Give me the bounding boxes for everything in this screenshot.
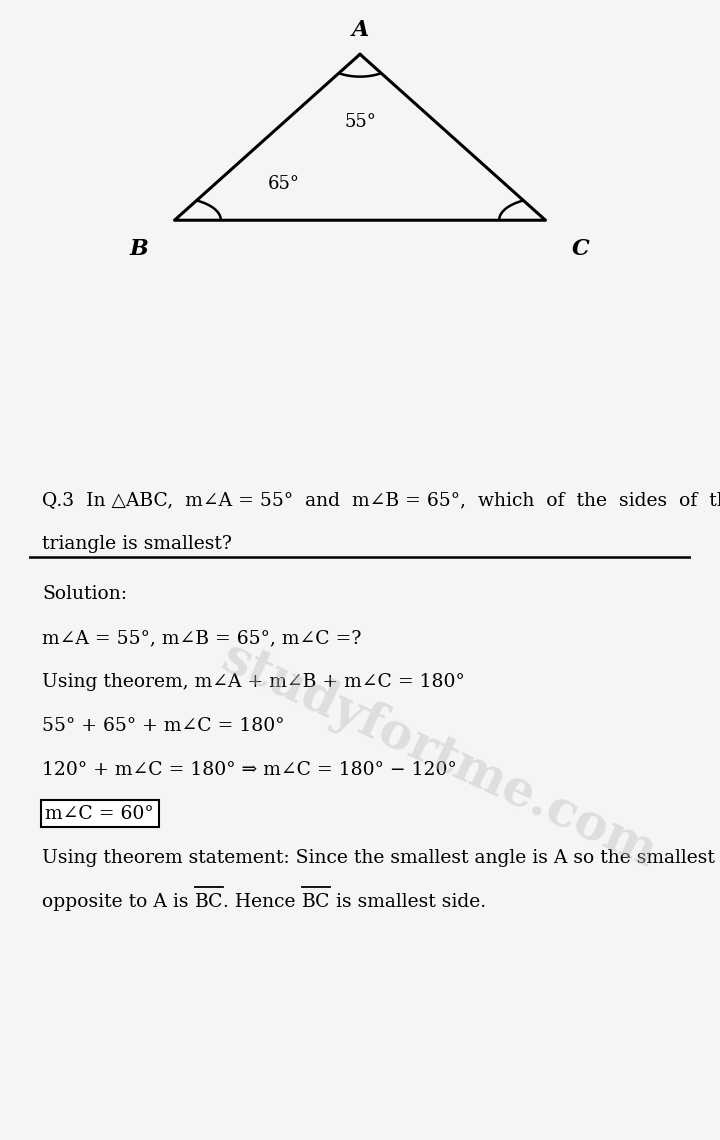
Text: Using theorem, m∠A + m∠B + m∠C = 180°: Using theorem, m∠A + m∠B + m∠C = 180° [42,673,465,691]
Text: C: C [572,238,590,260]
Text: is smallest side.: is smallest side. [330,893,486,911]
Text: . Hence: . Hence [223,893,302,911]
Text: BC: BC [194,893,223,911]
Text: BC: BC [302,893,330,911]
Text: m∠A = 55°, m∠B = 65°, m∠C =?: m∠A = 55°, m∠B = 65°, m∠C =? [42,629,361,648]
Text: 55°: 55° [344,113,376,131]
Text: B: B [130,238,148,260]
Text: m∠C = 60°: m∠C = 60° [45,805,154,823]
Text: 55° + 65° + m∠C = 180°: 55° + 65° + m∠C = 180° [42,717,284,735]
Text: 120° + m∠C = 180° ⇒ m∠C = 180° − 120°: 120° + m∠C = 180° ⇒ m∠C = 180° − 120° [42,760,456,779]
Text: Using theorem statement: Since the smallest angle is A so the smallest side: Using theorem statement: Since the small… [42,848,720,866]
Text: A: A [351,18,369,41]
Text: 65°: 65° [267,176,300,194]
Text: Q.3  In △ABC,  m∠A = 55°  and  m∠B = 65°,  which  of  the  sides  of  the: Q.3 In △ABC, m∠A = 55° and m∠B = 65°, wh… [42,491,720,508]
Text: Solution:: Solution: [42,585,127,603]
Text: triangle is smallest?: triangle is smallest? [42,535,232,553]
Text: opposite to A is: opposite to A is [42,893,194,911]
Text: studyfortme.com: studyfortme.com [214,634,665,879]
